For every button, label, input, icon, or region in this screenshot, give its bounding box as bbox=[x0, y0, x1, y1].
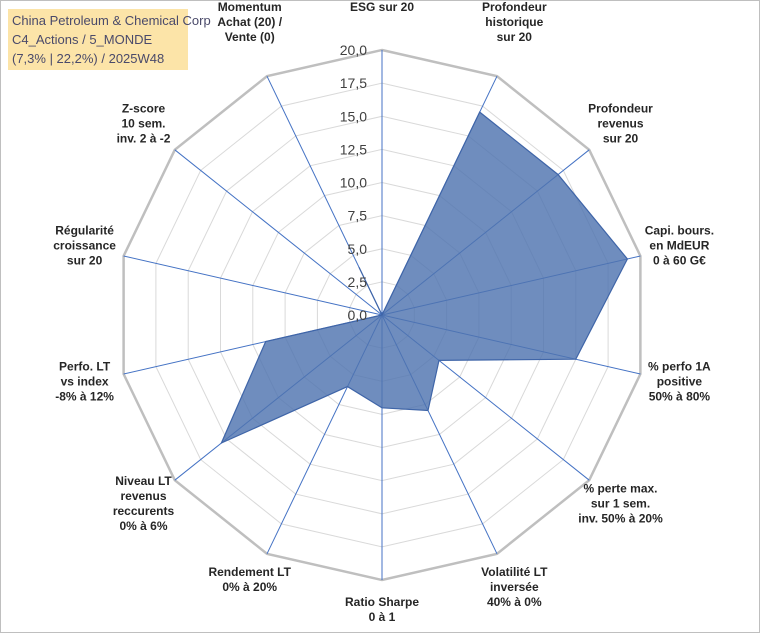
axis-label-line: 40% à 0% bbox=[487, 595, 542, 609]
axis-label-line: Capi. bours. bbox=[645, 224, 714, 238]
tick-label: 15,0 bbox=[340, 108, 367, 124]
axis-label-line: Régularité bbox=[55, 224, 114, 238]
axis-label: % perte max. sur 1 sem. inv. 50% à 20% bbox=[578, 482, 663, 526]
axis-label-line: en MdEUR bbox=[649, 239, 709, 253]
title-line-company: China Petroleum & Chemical Corp bbox=[12, 13, 211, 28]
axis-label-line: 0 à 1 bbox=[369, 610, 396, 624]
axis-label: Profondeur historique sur 20 bbox=[482, 0, 547, 44]
axis-label-line: Rendement LT bbox=[208, 565, 291, 579]
axis-label-line: sur 20 bbox=[603, 131, 639, 145]
axis-label-line: 10 sem. bbox=[121, 116, 165, 130]
axis-label-line: ESG sur 20 bbox=[350, 0, 414, 14]
tick-label: 0,0 bbox=[348, 307, 368, 323]
axis-label-line: 0 à 60 G€ bbox=[653, 254, 706, 268]
axis-label-line: revenus bbox=[120, 489, 166, 503]
axis-label: Rendement LT 0% à 20% bbox=[208, 565, 291, 594]
axis-label-line: historique bbox=[485, 15, 543, 29]
axis-label: Capi. bours. en MdEUR 0 à 60 G€ bbox=[645, 224, 714, 268]
axis-label-line: reccurents bbox=[113, 504, 175, 518]
axis-label-line: Profondeur bbox=[588, 101, 653, 115]
axis-spoke bbox=[174, 149, 383, 316]
axis-label: Profondeur revenus sur 20 bbox=[588, 101, 653, 145]
axis-label: Z-score 10 sem. inv. 2 à -2 bbox=[117, 101, 171, 145]
title-box: China Petroleum & Chemical Corp C4_Actio… bbox=[8, 9, 211, 70]
axis-label-line: Vente (0) bbox=[225, 30, 275, 44]
axis-label: Régularité croissance sur 20 bbox=[53, 224, 116, 268]
axis-label-line: 0% à 20% bbox=[222, 580, 277, 594]
axis-label-line: vs index bbox=[61, 374, 109, 388]
tick-label: 5,0 bbox=[348, 241, 368, 257]
tick-label: 17,5 bbox=[340, 75, 367, 91]
axis-label-line: inversée bbox=[490, 580, 539, 594]
axis-label-line: sur 1 sem. bbox=[591, 497, 650, 511]
axis-label-line: Ratio Sharpe bbox=[345, 595, 419, 609]
tick-label: 10,0 bbox=[340, 175, 367, 191]
axis-label-line: revenus bbox=[597, 116, 643, 130]
tick-label: 7,5 bbox=[348, 208, 368, 224]
title-line-stats: (7,3% | 22,2%) / 2025W48 bbox=[12, 51, 165, 66]
axis-spoke bbox=[123, 255, 383, 316]
axis-label-line: Momentum bbox=[218, 0, 282, 14]
axis-label-line: Perfo. LT bbox=[59, 359, 111, 373]
axis-label-line: positive bbox=[657, 374, 703, 388]
axis-label-line: inv. 2 à -2 bbox=[117, 131, 171, 145]
axis-label-line: sur 20 bbox=[497, 30, 533, 44]
tick-label: 12,5 bbox=[340, 141, 367, 157]
axis-label-line: Niveau LT bbox=[115, 474, 172, 488]
axis-label: % perfo 1A positive 50% à 80% bbox=[648, 359, 711, 403]
axis-label: Perfo. LT vs index -8% à 12% bbox=[55, 359, 114, 403]
axis-label: Ratio Sharpe 0 à 1 bbox=[345, 595, 419, 624]
axis-label-line: Profondeur bbox=[482, 0, 547, 14]
axis-label-line: 0% à 6% bbox=[119, 519, 167, 533]
tick-label: 2,5 bbox=[348, 274, 368, 290]
axis-label-line: % perfo 1A bbox=[648, 359, 711, 373]
axis-label: NoteESG sur 20 bbox=[350, 0, 414, 14]
axis-label: Volatilité LT inversée 40% à 0% bbox=[481, 565, 548, 609]
title-line-category: C4_Actions / 5_MONDE bbox=[12, 32, 153, 47]
axis-label: Niveau LT revenus reccurents 0% à 6% bbox=[113, 474, 175, 533]
axis-label-line: Z-score bbox=[122, 101, 166, 115]
axis-label-line: Volatilité LT bbox=[481, 565, 548, 579]
axis-label-line: 50% à 80% bbox=[649, 389, 711, 403]
axis-label-line: Achat (20) / bbox=[217, 15, 282, 29]
axis-label-line: inv. 50% à 20% bbox=[578, 512, 663, 526]
axis-label-line: sur 20 bbox=[67, 254, 103, 268]
axis-label-line: % perte max. bbox=[583, 482, 657, 496]
tick-label: 20,0 bbox=[340, 42, 367, 58]
axis-label-line: croissance bbox=[53, 239, 116, 253]
axis-label: Momentum Achat (20) / Vente (0) bbox=[217, 0, 282, 44]
axis-label-line: -8% à 12% bbox=[55, 389, 114, 403]
data-series-area bbox=[220, 111, 629, 445]
